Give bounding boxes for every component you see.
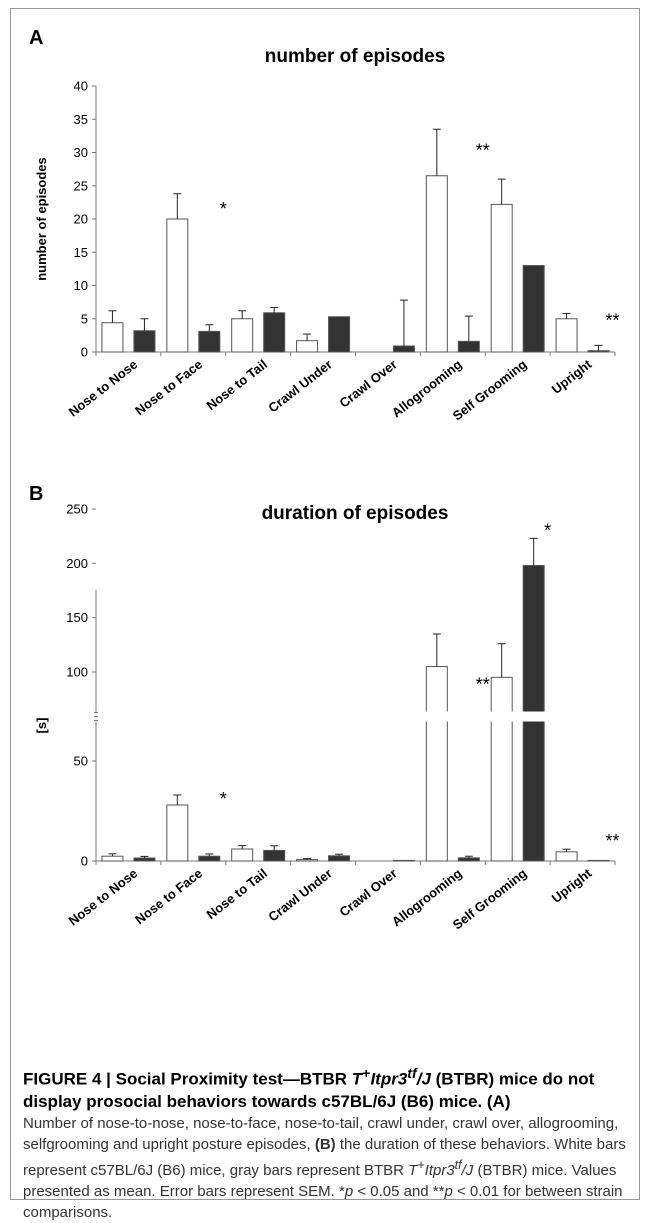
y-tick-label: 30 [74, 145, 88, 160]
y-tick-label: 50 [74, 754, 88, 769]
y-tick-label: 20 [74, 212, 88, 227]
caption-body: Number of nose-to-nose, nose-to-face, no… [23, 1114, 626, 1221]
panel-label-b: B [29, 483, 43, 505]
bar [231, 848, 254, 862]
significance-marker: * [220, 199, 227, 219]
y-tick-label: 5 [81, 311, 88, 326]
y-axis-title: number of episodes [34, 157, 49, 281]
significance-marker: * [544, 521, 551, 541]
significance-marker: ** [476, 674, 490, 694]
bar [587, 350, 610, 353]
x-tick-label: Nose to Face [132, 357, 205, 419]
bar [263, 849, 286, 862]
x-tick-label: Upright [549, 356, 595, 397]
significance-marker: * [220, 789, 227, 809]
bar [490, 676, 513, 862]
x-tick-label: Nose to Tail [203, 357, 270, 414]
bar [425, 666, 448, 862]
y-tick-label: 250 [66, 502, 88, 517]
bar [263, 312, 286, 353]
x-tick-label: Crawl Over [336, 866, 399, 920]
y-axis-title: [s] [34, 718, 49, 734]
bar [555, 851, 578, 862]
y-tick-label: 150 [66, 610, 88, 625]
panel-b-title: duration of episodes [262, 503, 449, 524]
figure-caption: FIGURE 4 | Social Proximity test—BTBR T+… [10, 1060, 640, 1221]
y-tick-label: 0 [81, 345, 88, 360]
bar [392, 859, 415, 862]
bar [392, 345, 415, 353]
bar [328, 855, 351, 862]
y-tick-label: 10 [74, 278, 88, 293]
bar [166, 804, 189, 862]
bar [522, 265, 545, 353]
bar [166, 218, 189, 353]
panel-label-a: A [29, 27, 43, 49]
x-tick-label: Nose to Face [132, 866, 205, 928]
chart-panel-a: 0 5 10 15 20 25 30 35 40 number of episodes Nose t… [34, 79, 620, 424]
bar [101, 322, 124, 353]
bar [133, 330, 156, 353]
y-tick-label: 0 [81, 854, 88, 869]
x-tick-label: Nose to Nose [66, 866, 141, 929]
bar [425, 175, 448, 353]
bar [296, 859, 319, 862]
y-tick-label: 100 [66, 665, 88, 680]
bar [198, 330, 221, 353]
axis-break-gap [60, 711, 620, 722]
bar [296, 340, 319, 353]
y-tick-label: 200 [66, 556, 88, 571]
panel-a-title: number of episodes [265, 46, 446, 67]
x-tick-label: Crawl Under [265, 357, 335, 416]
bar [133, 857, 156, 862]
bar [457, 857, 480, 862]
x-tick-label: Nose to Nose [66, 357, 141, 420]
bar [101, 855, 124, 862]
bar [555, 318, 578, 353]
bar [198, 855, 221, 862]
bar [490, 203, 513, 353]
y-tick-label: 40 [74, 79, 88, 94]
bar [231, 318, 254, 353]
significance-marker: ** [606, 311, 620, 331]
x-tick-label: Upright [549, 865, 595, 906]
y-tick-label: 25 [74, 178, 88, 193]
bar [328, 316, 351, 353]
significance-marker: ** [476, 141, 490, 161]
caption-title: FIGURE 4 | Social Proximity test—BTBR T+… [23, 1066, 595, 1111]
bar [587, 859, 610, 862]
bar [457, 340, 480, 353]
x-tick-label: Crawl Over [336, 357, 399, 411]
y-tick-label: 35 [74, 112, 88, 127]
x-tick-label: Crawl Under [265, 866, 335, 925]
y-tick-label: 15 [74, 245, 88, 260]
figure-border [10, 8, 640, 1060]
significance-marker: ** [606, 831, 620, 851]
x-tick-label: Nose to Tail [203, 866, 270, 923]
